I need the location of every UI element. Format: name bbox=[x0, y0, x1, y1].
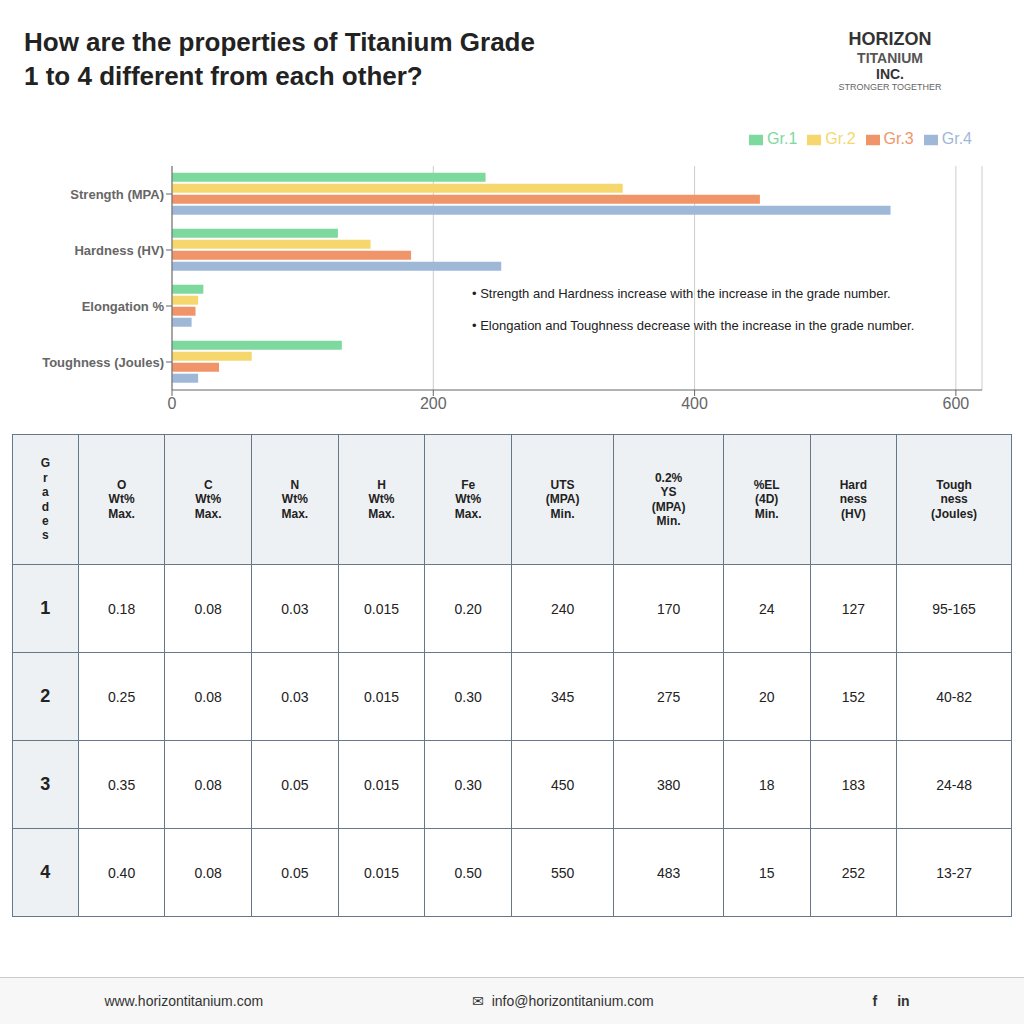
html-text:0.20: 0.20 bbox=[454, 600, 482, 617]
html-text:13-27: 13-27 bbox=[936, 864, 972, 881]
html-text:Fe Wt% Max.: Fe Wt% Max. bbox=[454, 477, 482, 521]
html-text:0.08: 0.08 bbox=[194, 688, 222, 705]
html-text:40-82: 40-82 bbox=[936, 688, 972, 705]
html-text:O Wt% Max.: O Wt% Max. bbox=[108, 477, 135, 521]
html-text:252: 252 bbox=[841, 864, 865, 881]
html-text:0.015: 0.015 bbox=[364, 776, 399, 793]
html-text:0.05: 0.05 bbox=[281, 776, 309, 793]
html-text:in: in bbox=[897, 993, 910, 1009]
html-text:380: 380 bbox=[656, 776, 681, 793]
html-text:1: 1 bbox=[40, 598, 51, 618]
html-text:0.08: 0.08 bbox=[194, 776, 222, 793]
html-text:%EL (4D) Min.: %EL (4D) Min. bbox=[753, 477, 780, 521]
html-text:Gr.3: Gr.3 bbox=[883, 130, 914, 147]
svg-text:Strength (MPA): Strength (MPA) bbox=[70, 187, 164, 202]
html-text:2: 2 bbox=[40, 686, 51, 706]
html-text:H Wt% Max.: H Wt% Max. bbox=[368, 477, 395, 521]
html-text:240: 240 bbox=[550, 600, 575, 617]
html-text:4: 4 bbox=[40, 862, 51, 882]
html-text:170: 170 bbox=[656, 600, 681, 617]
html-text:• Strength and Hardness increa: • Strength and Hardness increase with th… bbox=[472, 286, 891, 301]
html-text:345: 345 bbox=[550, 688, 575, 705]
html-text:0.50: 0.50 bbox=[454, 864, 482, 881]
html-text:0.08: 0.08 bbox=[194, 600, 222, 617]
html-text:24: 24 bbox=[758, 600, 775, 617]
html-text:How are the properties of Tita: How are the properties of Titanium Grade… bbox=[24, 27, 535, 91]
html-text:275: 275 bbox=[656, 688, 681, 705]
svg-text:600: 600 bbox=[943, 395, 970, 412]
html-text:HORIZON: HORIZON bbox=[848, 28, 932, 49]
html-text:TITANIUM: TITANIUM bbox=[857, 49, 923, 66]
html-text:95-165: 95-165 bbox=[932, 600, 976, 617]
html-text:152: 152 bbox=[841, 688, 865, 705]
svg-text:Toughness (Joules): Toughness (Joules) bbox=[42, 355, 164, 370]
html-text:3: 3 bbox=[40, 774, 51, 794]
html-text:0.03: 0.03 bbox=[281, 600, 309, 617]
svg-text:Elongation %: Elongation % bbox=[82, 299, 165, 314]
html-text:0.30: 0.30 bbox=[454, 688, 482, 705]
html-text:15: 15 bbox=[758, 864, 775, 881]
html-text:24-48: 24-48 bbox=[936, 776, 972, 793]
html-text:• Elongation and Toughness dec: • Elongation and Toughness decrease with… bbox=[472, 317, 915, 333]
html-text:127: 127 bbox=[841, 600, 865, 617]
html-text:18: 18 bbox=[758, 776, 775, 793]
html-text:Gr.1: Gr.1 bbox=[767, 130, 798, 147]
html-text:0.2% YS (MPA) Min.: 0.2% YS (MPA) Min. bbox=[651, 470, 686, 528]
svg-text:200: 200 bbox=[420, 395, 447, 412]
html-text:0.25: 0.25 bbox=[107, 688, 136, 705]
html-text:0.18: 0.18 bbox=[107, 600, 136, 617]
html-text:STRONGER TOGETHER: STRONGER TOGETHER bbox=[838, 81, 942, 92]
html-text:www.horizontitanium.com: www.horizontitanium.com bbox=[104, 993, 264, 1009]
html-text:f: f bbox=[872, 993, 878, 1009]
html-text:0.03: 0.03 bbox=[281, 688, 309, 705]
html-text:450: 450 bbox=[550, 776, 575, 793]
svg-text:0: 0 bbox=[168, 395, 177, 412]
html-text:0.35: 0.35 bbox=[107, 776, 136, 793]
svg-text:400: 400 bbox=[681, 395, 708, 412]
html-text:0.015: 0.015 bbox=[364, 688, 399, 705]
html-text:N Wt% Max.: N Wt% Max. bbox=[281, 477, 309, 521]
html-text:Tough ness (Joules): Tough ness (Joules) bbox=[931, 477, 978, 521]
html-text:483: 483 bbox=[656, 864, 681, 881]
html-text:Gr.4: Gr.4 bbox=[941, 130, 972, 147]
html-text:20: 20 bbox=[758, 688, 775, 705]
html-text:183: 183 bbox=[841, 776, 865, 793]
html-text:0.30: 0.30 bbox=[454, 776, 482, 793]
svg-text:Hardness (HV): Hardness (HV) bbox=[74, 243, 164, 258]
html-text:INC.: INC. bbox=[876, 65, 904, 82]
html-text:C Wt% Max.: C Wt% Max. bbox=[194, 477, 222, 521]
html-text:Hard ness (HV): Hard ness (HV) bbox=[839, 477, 867, 521]
html-text:0.015: 0.015 bbox=[364, 600, 399, 617]
html-text:0.08: 0.08 bbox=[194, 864, 222, 881]
html-text:info@horizontitanium.com: info@horizontitanium.com bbox=[491, 993, 654, 1009]
html-text:Gr.2: Gr.2 bbox=[825, 130, 856, 147]
html-text:0.40: 0.40 bbox=[107, 864, 136, 881]
html-text:0.05: 0.05 bbox=[281, 864, 309, 881]
html-text:0.015: 0.015 bbox=[364, 864, 399, 881]
html-text:G r a d e s: G r a d e s bbox=[40, 456, 50, 543]
html-text:550: 550 bbox=[550, 864, 575, 881]
html-text:UTS (MPA) Min.: UTS (MPA) Min. bbox=[545, 477, 580, 521]
